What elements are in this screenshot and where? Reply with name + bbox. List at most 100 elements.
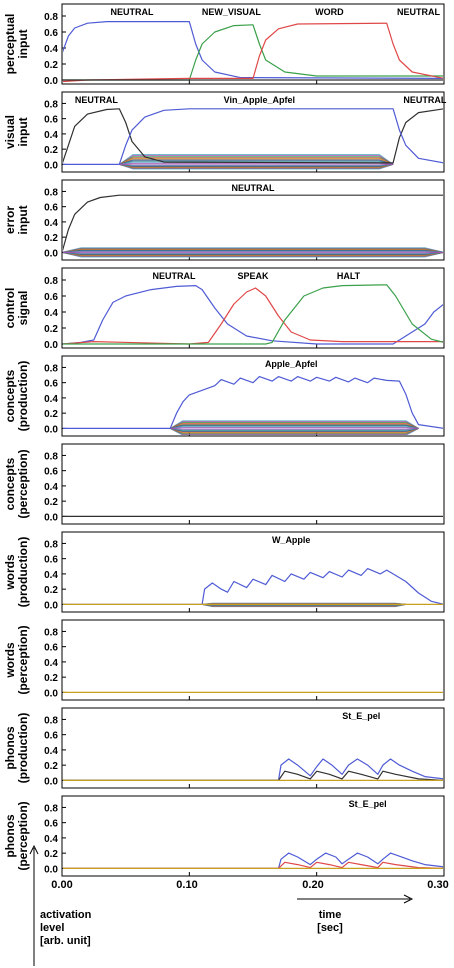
- series-line-0: [63, 21, 443, 79]
- y-tick-label: 0.4: [44, 658, 58, 669]
- series-annotation: NEW_VISUAL: [202, 7, 262, 17]
- series-annotation: HALT: [337, 271, 361, 281]
- y-axis-label-line: phonos: [3, 814, 17, 858]
- x-tick-label: 0.00: [51, 879, 72, 891]
- band-trace: [119, 157, 394, 165]
- band-trace: [119, 159, 394, 165]
- panel-4: 0.8 0.6 0.4 0.2 0.0 concepts(production) Apple…: [3, 355, 445, 437]
- series-annotation: NEUTRAL: [153, 271, 196, 281]
- series-annotation: WORD: [315, 7, 344, 17]
- y-tick-label: 0.8: [44, 627, 58, 638]
- band-trace: [119, 158, 394, 165]
- series-annotation: Apple_Apfel: [265, 359, 318, 369]
- series-annotation: NEUTRAL: [403, 95, 446, 105]
- band-trace: [170, 427, 419, 430]
- y-tick-label: 0.2: [44, 497, 58, 508]
- y-tick-label: 0.6: [44, 292, 58, 303]
- y-tick-label: 0.0: [44, 340, 58, 351]
- y-tick-label: 0.2: [44, 585, 58, 596]
- y-tick-label: 0.0: [44, 512, 58, 523]
- plot-area: [63, 568, 443, 608]
- y-tick-label: 0.6: [44, 115, 58, 126]
- y-axis-label-line: (production): [16, 361, 30, 432]
- y-tick-label: 0.6: [44, 643, 58, 654]
- y-axis-label-line: words: [3, 554, 17, 591]
- y-tick-label: 0.6: [44, 467, 58, 478]
- activation-arrow: activation level [arb. unit]: [29, 844, 92, 966]
- time-arrow: time [sec]: [297, 894, 414, 934]
- y-tick-label: 0.6: [44, 379, 58, 390]
- y-axis-label-line: phonos: [3, 726, 17, 770]
- y-tick-label: 0.2: [44, 673, 58, 684]
- y-axis-label-line: (production): [16, 537, 30, 608]
- y-tick-label: 0.0: [44, 600, 58, 611]
- y-tick-label: 0.8: [44, 276, 58, 287]
- panel-2: 0.8 0.6 0.4 0.2 0.0 errorinput NEUTRAL: [3, 179, 445, 261]
- time-label: time: [319, 909, 342, 921]
- y-tick-label: 0.4: [44, 746, 58, 757]
- y-tick-label: 0.8: [44, 187, 58, 198]
- y-tick-label: 0.6: [44, 203, 58, 214]
- series-line-2: [63, 22, 443, 83]
- y-axis-label-line: perceptual: [3, 14, 17, 75]
- y-axis-label: perceptualinput: [3, 14, 30, 75]
- y-axis-label: concepts(production): [3, 361, 30, 432]
- y-tick-label: 0.6: [44, 819, 58, 830]
- series-line-2: [63, 284, 443, 345]
- y-tick-label: 0.4: [44, 394, 58, 405]
- y-tick-label: 0.8: [44, 803, 58, 814]
- y-tick-label: 0.8: [44, 99, 58, 110]
- plot-area: [63, 758, 443, 781]
- series-annotation: SPEAK: [237, 271, 269, 281]
- series-annotation: W_Apple: [272, 535, 311, 545]
- y-tick-label: 0.6: [44, 28, 58, 39]
- y-tick-label: 0.2: [44, 233, 58, 244]
- series-line-0: [63, 758, 443, 781]
- series-line-0: [63, 852, 443, 869]
- activation-label-line1: activation: [40, 909, 92, 921]
- y-axis-label-line: words: [3, 642, 17, 679]
- y-axis-label-line: (perception): [16, 801, 30, 870]
- y-tick-label: 0.8: [44, 363, 58, 374]
- y-axis-label-line: signal: [16, 291, 30, 326]
- x-tick-label: 0.30: [427, 879, 448, 891]
- y-tick-label: 0.2: [44, 324, 58, 335]
- series-line-1: [63, 770, 443, 781]
- plot-frame: [61, 531, 445, 613]
- plot-frame: [61, 707, 445, 789]
- y-axis-label-line: concepts: [3, 457, 17, 510]
- y-tick-label: 0.0: [44, 688, 58, 699]
- panel-8: 0.8 0.6 0.4 0.2 0.0 phonos(production) St_E_pe…: [3, 707, 445, 789]
- panel-1: 0.8 0.6 0.4 0.2 0.0 visualinput NEUTRAL Vin_App…: [3, 91, 447, 173]
- y-axis-label-line: visual: [3, 115, 17, 149]
- y-tick-label: 0.4: [44, 130, 58, 141]
- activation-label-line3: [arb. unit]: [40, 935, 91, 947]
- y-axis-label-line: (production): [16, 713, 30, 784]
- band-trace: [119, 156, 394, 165]
- series-line-1: [63, 108, 443, 165]
- series-annotation: NEUTRAL: [111, 7, 154, 17]
- y-tick-label: 0.4: [44, 308, 58, 319]
- x-tick-label: 0.20: [302, 879, 323, 891]
- plot-area: [63, 108, 443, 170]
- series-line-1: [63, 861, 443, 869]
- y-axis-label: errorinput: [3, 205, 30, 234]
- panel-3: 0.8 0.6 0.4 0.2 0.0 controlsignal NEUTRAL SPEAK…: [3, 267, 445, 351]
- y-tick-label: 0.4: [44, 482, 58, 493]
- y-axis-label-line: input: [16, 205, 30, 234]
- series-line-0: [63, 194, 443, 252]
- y-tick-label: 0.4: [44, 218, 58, 229]
- time-arrow-head: [403, 894, 414, 904]
- activation-arrow-head: [29, 844, 39, 855]
- panel-9: 0.8 0.6 0.4 0.2 0.0 phonos(perception) St_E_pe…: [3, 795, 445, 877]
- time-unit-label: [sec]: [317, 922, 343, 934]
- x-tick-label: 0.10: [176, 879, 197, 891]
- y-axis-label-line: (perception): [16, 449, 30, 518]
- y-axis-label-line: control: [3, 288, 17, 329]
- y-axis-label-line: input: [16, 29, 30, 58]
- plot-frame: [61, 267, 445, 349]
- plot-area: [63, 194, 443, 258]
- series-annotation: NEUTRAL: [232, 183, 275, 193]
